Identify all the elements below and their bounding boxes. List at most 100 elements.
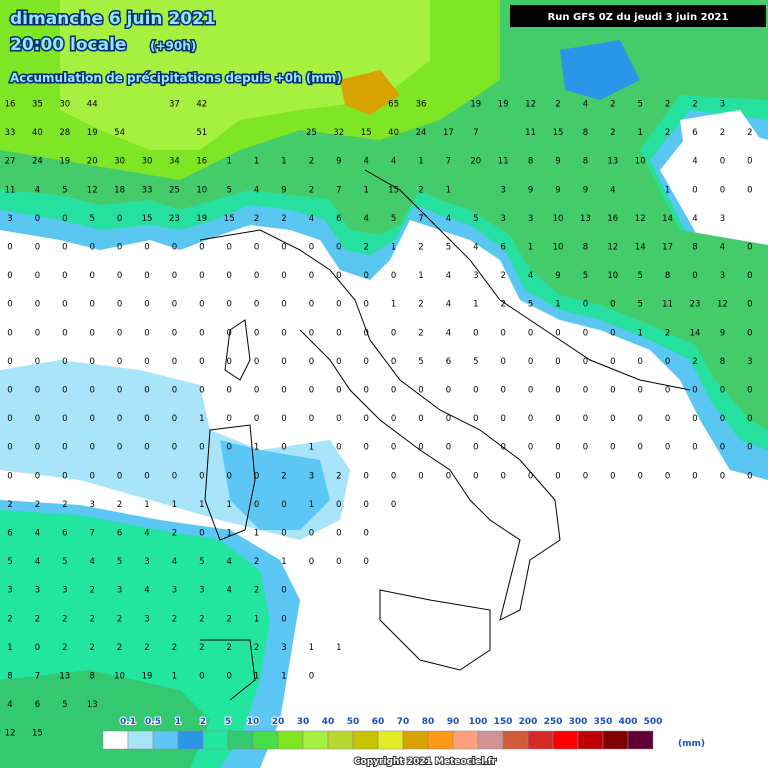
grid-value: 0 [226,300,231,310]
grid-value: 0 [199,243,204,253]
grid-value: 1 [637,128,642,138]
grid-value: 20 [87,157,98,167]
grid-value: 0 [254,357,259,367]
grid-value: 0 [172,243,177,253]
grid-value: 4 [720,243,725,253]
grid-value: 3 [89,500,94,510]
legend-label: 2 [200,717,206,727]
grid-value: 0 [418,414,423,424]
grid-value: 0 [583,300,588,310]
grid-value: 2 [199,643,204,653]
grid-value: 0 [500,471,505,481]
grid-value: 0 [747,300,752,310]
grid-value: 3 [172,586,177,596]
grid-value: 11 [662,300,673,310]
grid-value: 0 [172,271,177,281]
grid-value: 2 [7,500,12,510]
legend-swatch [352,730,379,750]
grid-value: 10 [553,243,564,253]
grid-value: 8 [692,243,697,253]
grid-value: 0 [281,586,286,596]
grid-value: 19 [498,100,509,110]
grid-value: 0 [281,614,286,624]
grid-value: 0 [692,414,697,424]
grid-value: 0 [309,414,314,424]
grid-value: 1 [637,328,642,338]
copyright: Copyright 2021 Meteociel.fr [354,757,497,767]
legend-label: 40 [322,717,335,727]
grid-value: 3 [144,614,149,624]
grid-value: 0 [281,529,286,539]
grid-value: 0 [747,443,752,453]
grid-value: 0 [226,443,231,453]
grid-value: 0 [144,443,149,453]
grid-value: 8 [528,157,533,167]
grid-value: 0 [281,443,286,453]
legend-swatch [227,730,254,750]
grid-value: 4 [35,557,40,567]
grid-value: 0 [7,328,12,338]
grid-value: 24 [416,128,427,138]
grid-value: 0 [528,328,533,338]
grid-value: 5 [637,100,642,110]
grid-value: 7 [336,185,341,195]
grid-value: 0 [391,471,396,481]
grid-value: 5 [418,357,423,367]
grid-value: 0 [637,386,642,396]
grid-value: 0 [363,386,368,396]
grid-value: 0 [172,471,177,481]
grid-value: 2 [35,614,40,624]
grid-value: 1 [555,300,560,310]
grid-value: 0 [747,328,752,338]
grid-value: 0 [172,414,177,424]
grid-value: 11 [5,185,16,195]
grid-value: 5 [637,300,642,310]
grid-value: 0 [172,443,177,453]
legend-label: 50 [347,717,360,727]
grid-value: 0 [336,328,341,338]
legend-label: 80 [422,717,435,727]
grid-value: 0 [391,500,396,510]
grid-value: 0 [500,414,505,424]
grid-value: 0 [226,328,231,338]
grid-value: 3 [62,586,67,596]
grid-value: 17 [443,128,454,138]
grid-value: 0 [391,414,396,424]
grid-value: 0 [610,357,615,367]
grid-value: 0 [144,386,149,396]
grid-value: 3 [309,471,314,481]
grid-value: 18 [114,185,125,195]
legend-swatch [102,730,129,750]
grid-value: 0 [226,243,231,253]
grid-value: 9 [336,157,341,167]
grid-value: 5 [62,185,67,195]
grid-value: 4 [89,557,94,567]
grid-value: 1 [254,672,259,682]
grid-value: 0 [199,386,204,396]
grid-value: 2 [309,185,314,195]
legend-label: 0.1 [120,717,136,727]
grid-value: 0 [363,357,368,367]
grid-value: 3 [500,214,505,224]
grid-value: 0 [665,414,670,424]
grid-value: 1 [336,643,341,653]
grid-value: 13 [580,214,591,224]
grid-value: 5 [528,300,533,310]
grid-value: 10 [196,185,207,195]
grid-value: 0 [363,557,368,567]
legend-label: 10 [247,717,260,727]
grid-value: 5 [391,214,396,224]
grid-value: 12 [525,100,536,110]
legend-label: 150 [494,717,513,727]
grid-value: 1 [254,529,259,539]
grid-value: 0 [692,185,697,195]
grid-value: 19 [59,157,70,167]
grid-value: 0 [583,328,588,338]
grid-value: 14 [662,214,673,224]
legend-label: 0.5 [145,717,161,727]
grid-value: 0 [555,443,560,453]
legend-swatch [502,730,529,750]
grid-value: 4 [144,529,149,539]
grid-value: 4 [172,557,177,567]
grid-value: 0 [473,328,478,338]
